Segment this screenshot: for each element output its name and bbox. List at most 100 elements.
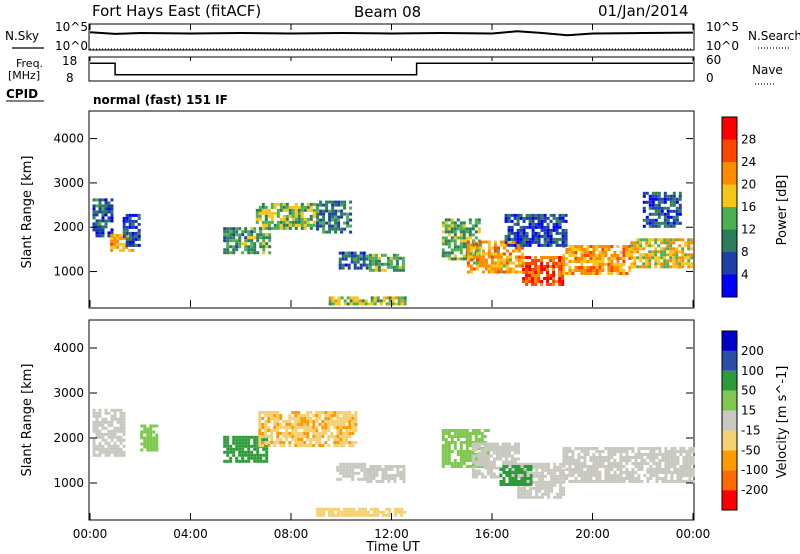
velocity-cell: [471, 454, 475, 458]
velocity-cell: [634, 462, 638, 465]
velocity-cell: [676, 462, 680, 465]
power-cell: [134, 243, 138, 247]
power-cell: [356, 257, 360, 261]
velocity-cell: [658, 459, 662, 462]
velocity-cell: [529, 462, 533, 466]
power-cell: [669, 244, 673, 248]
velocity-cell: [523, 471, 527, 474]
freq-series-line: [90, 62, 693, 76]
power-cell: [303, 220, 307, 224]
velocity-cell: [652, 453, 656, 456]
power-cell: [514, 255, 518, 259]
velocity-cell: [583, 474, 587, 477]
power-cell: [657, 256, 661, 260]
velocity-cell: [688, 453, 692, 456]
velocity-cell: [502, 480, 506, 483]
power-cell: [472, 261, 476, 265]
power-cell: [561, 234, 565, 238]
power-cell: [392, 253, 396, 257]
power-cell: [504, 219, 508, 223]
velocity-cell: [580, 471, 584, 474]
power-cell: [583, 266, 587, 269]
velocity-cell: [649, 453, 653, 456]
velocity-cell: [613, 471, 617, 474]
power-cell: [456, 218, 460, 222]
power-cell: [534, 213, 538, 217]
power-cell: [137, 243, 141, 247]
power-cell: [343, 200, 347, 204]
power-cell: [592, 272, 596, 275]
velocity-cell: [387, 468, 391, 471]
power-cell: [687, 253, 691, 257]
velocity-cell: [119, 423, 123, 427]
power-cell: [537, 234, 541, 238]
velocity-cell: [646, 480, 650, 483]
velocity-cell: [459, 444, 463, 447]
power-cell: [642, 206, 646, 210]
power-cell: [669, 265, 673, 269]
velocity-cell: [562, 456, 566, 459]
power-cell: [601, 251, 605, 254]
velocity-cell: [387, 474, 391, 477]
velocity-cell: [625, 450, 629, 453]
power-cell: [325, 203, 329, 207]
power-cell: [244, 227, 248, 231]
velocity-cell: [388, 507, 392, 511]
velocity-cell: [279, 441, 283, 444]
power-cell: [663, 215, 667, 219]
velocity-cell: [474, 463, 478, 467]
power-cell: [490, 246, 494, 250]
velocity-cell: [226, 441, 230, 445]
power-cell: [543, 225, 547, 229]
velocity-cell: [339, 462, 343, 466]
power-colorbar-label: Power [dB]: [775, 175, 790, 246]
velocity-cell: [640, 462, 644, 465]
velocity-cell: [348, 462, 352, 466]
power-cell: [577, 248, 581, 251]
x-tick-label: 08:00: [274, 527, 309, 541]
velocity-cell: [306, 444, 310, 447]
power-cell: [291, 220, 295, 224]
power-cell: [391, 299, 395, 303]
velocity-cell: [140, 436, 144, 440]
velocity-cell: [604, 468, 608, 471]
velocity-cell: [375, 471, 379, 474]
power-cell: [666, 212, 670, 216]
power-cell: [531, 259, 535, 262]
velocity-cell: [238, 459, 242, 463]
velocity-cell: [318, 444, 322, 447]
power-cell: [562, 272, 566, 275]
power-cell: [478, 246, 482, 250]
velocity-cell: [658, 468, 662, 471]
power-colorbar-frame: [721, 116, 738, 298]
velocity-cell: [517, 468, 521, 471]
power-cell: [493, 243, 497, 247]
power-cell: [522, 243, 526, 247]
power-cell: [507, 231, 511, 235]
velocity-cell: [468, 438, 472, 441]
power-cell: [651, 200, 655, 204]
power-cell: [610, 254, 614, 257]
power-cell: [651, 197, 655, 201]
velocity-cell: [532, 486, 536, 490]
velocity-cell: [101, 450, 105, 454]
power-cell: [474, 218, 478, 222]
velocity-cell: [592, 462, 596, 465]
velocity-cell: [646, 477, 650, 480]
velocity-cell: [345, 417, 349, 420]
power-cell: [499, 261, 503, 265]
velocity-cell: [544, 489, 548, 493]
power-cell: [505, 258, 509, 262]
velocity-cell: [244, 438, 248, 442]
velocity-cell: [385, 513, 389, 517]
velocity-cell: [507, 445, 511, 449]
velocity-cell: [297, 438, 301, 441]
velocity-cell: [550, 486, 554, 490]
velocity-cell: [349, 513, 353, 517]
velocity-cell: [235, 441, 239, 445]
power-cell: [537, 213, 541, 217]
power-cell: [642, 224, 646, 228]
velocity-cell: [306, 429, 310, 432]
velocity-cell: [550, 474, 554, 478]
x-tick-label: 16:00: [475, 527, 510, 541]
